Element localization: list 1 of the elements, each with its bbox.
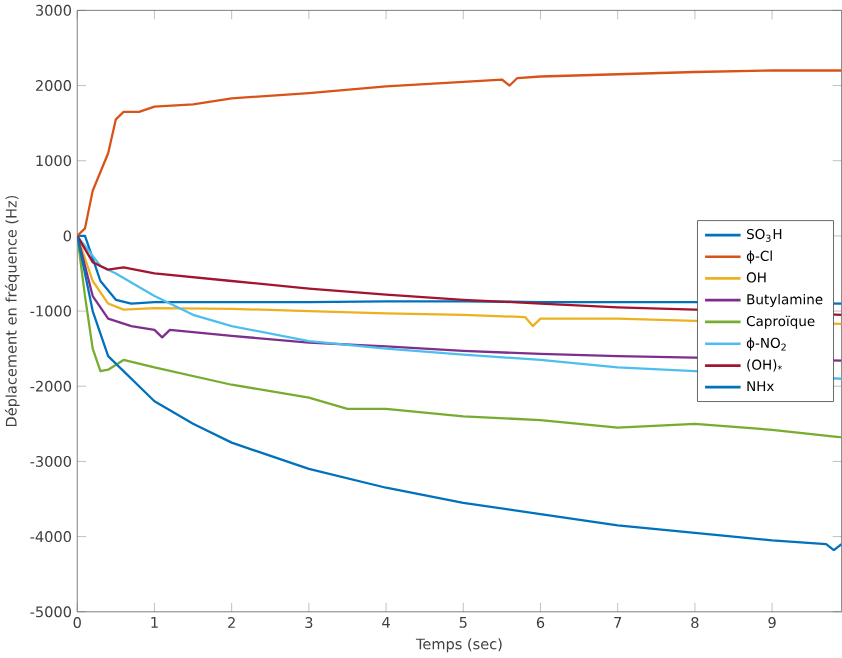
line-series [77, 69, 842, 238]
